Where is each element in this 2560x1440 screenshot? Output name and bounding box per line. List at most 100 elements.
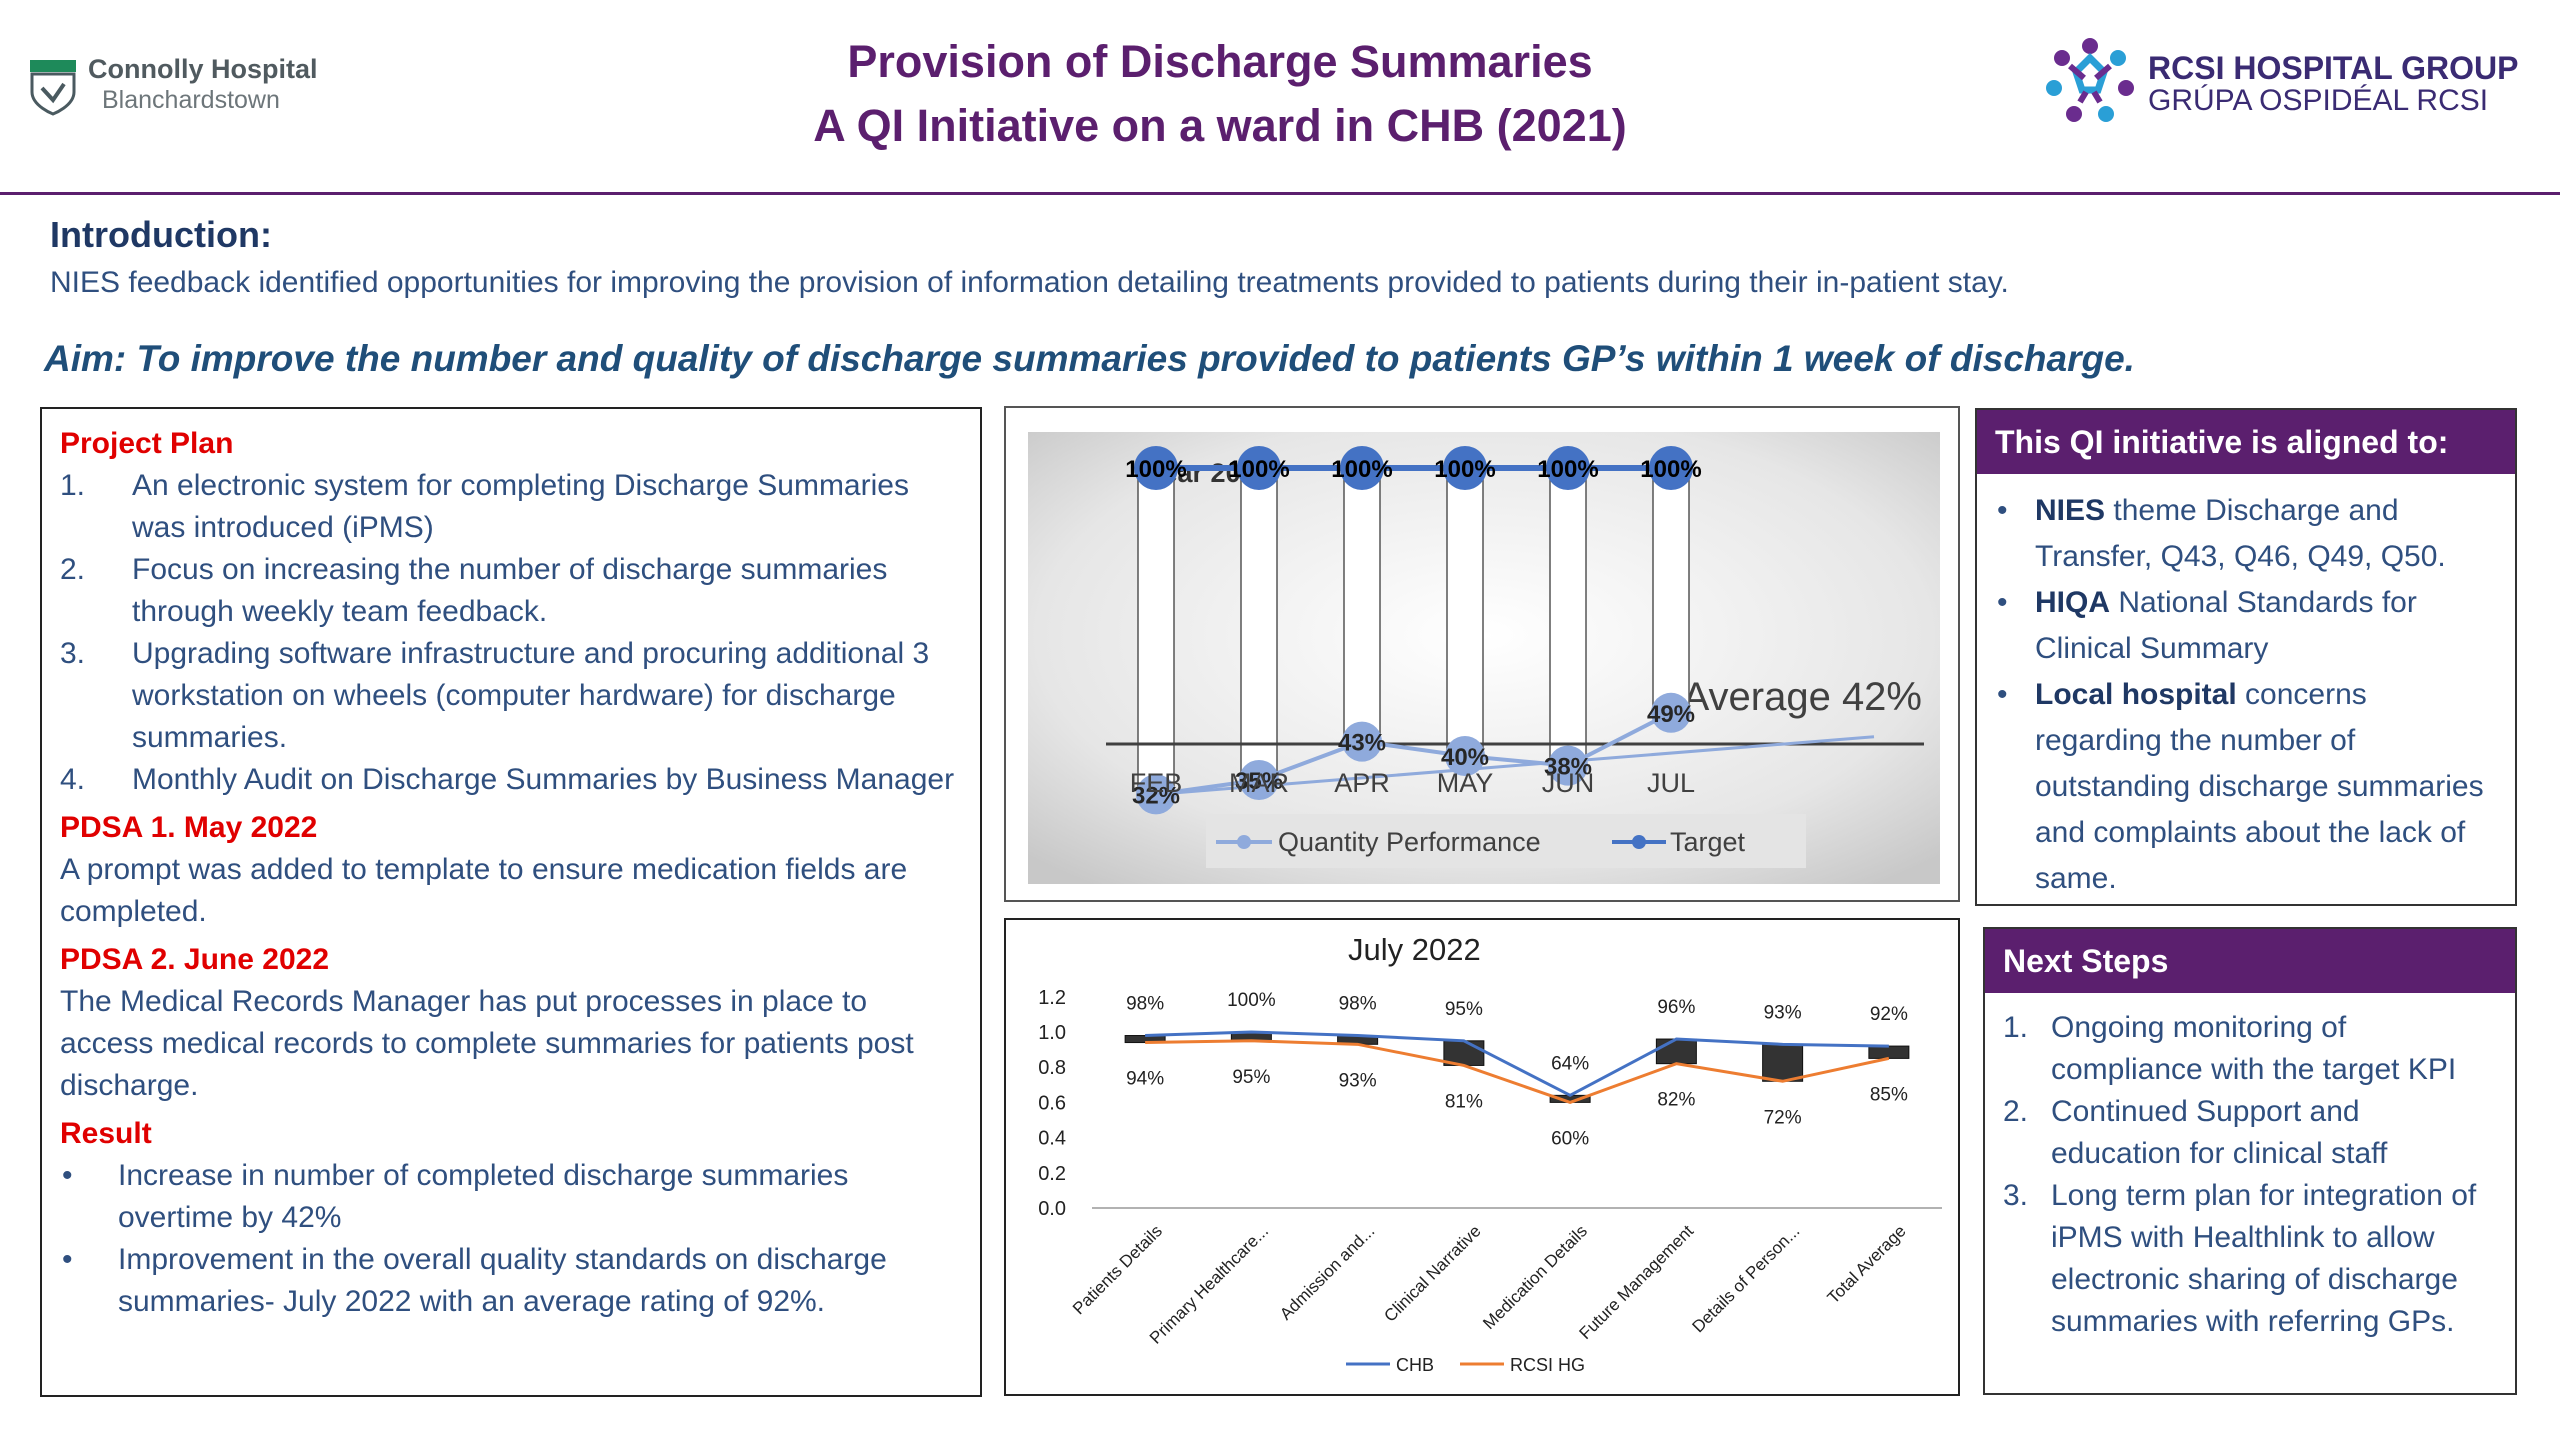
x-tick-label: Details of Person... xyxy=(1688,1221,1803,1336)
data-label-quantity: 49% xyxy=(1647,701,1695,728)
data-label-rcsi-hg: 93% xyxy=(1339,1070,1377,1091)
introduction-text: NIES feedback identified opportunities f… xyxy=(50,266,2009,299)
quality-standards-chart: July 2022 0.0 0.2 0.4 0.6 0.8 1.0 1.2 98% 94% Pat… xyxy=(1038,932,1942,1375)
next-steps-panel: Next Steps 1. Ongoing monitoring of compl… xyxy=(1983,927,2517,1395)
up-down-bar xyxy=(1443,1040,1485,1066)
list-text: An electronic system for completing Disc… xyxy=(132,469,909,544)
group-name-irish: GRÚPA OSPIDÉAL RCSI xyxy=(2148,84,2489,117)
x-tick-label: JUL xyxy=(1647,768,1695,798)
quality-chart-panel: July 2022 0.0 0.2 0.4 0.6 0.8 1.0 1.2 98% 94% Pat… xyxy=(1004,918,1960,1396)
x-tick-label: JUN xyxy=(1542,768,1595,798)
series-line-rcsi-hg xyxy=(1145,1039,1890,1104)
quantity-chart-panel: Year 2022 Average 42% 100% 32% FEB 100% 35% M… xyxy=(1004,406,1960,902)
pdsa2-text: The Medical Records Manager has put proc… xyxy=(60,985,914,1102)
rcsi-figures-icon xyxy=(2046,38,2134,122)
list-text: Long term plan for integration of iPMS w… xyxy=(2051,1179,2477,1338)
chart-title: July 2022 xyxy=(1348,932,1481,967)
data-label-target: 100% xyxy=(1228,456,1289,483)
data-point-quantity xyxy=(1548,745,1588,786)
data-label-quantity: 35% xyxy=(1235,768,1283,795)
x-tick-label: MAR xyxy=(1229,768,1289,798)
data-label-target: 100% xyxy=(1434,456,1495,483)
data-point-target xyxy=(1237,446,1281,490)
data-point-target xyxy=(1649,446,1693,490)
list-number: 2. xyxy=(2003,1095,2029,1128)
result-list: • Increase in number of completed dischar… xyxy=(60,1155,962,1323)
legend-marker-quantity xyxy=(1237,835,1251,849)
data-label-target: 100% xyxy=(1331,456,1392,483)
data-point-target xyxy=(1443,446,1487,490)
data-label-quantity: 43% xyxy=(1338,730,1386,757)
legend-label-quantity: Quantity Performance xyxy=(1278,827,1541,857)
alignment-heading: This QI initiative is aligned to: xyxy=(1977,410,2515,474)
average-annotation: Average 42% xyxy=(1683,675,1922,719)
introduction-heading: Introduction: xyxy=(50,214,272,255)
bullet: • xyxy=(1997,494,2008,527)
y-tick-label: 0.2 xyxy=(1038,1163,1066,1185)
list-item: 3. Long term plan for integration of iPMS… xyxy=(2003,1175,2497,1343)
poster-title: Provision of Discharge Summaries A QI In… xyxy=(620,30,1820,158)
data-label-chb: 64% xyxy=(1551,1053,1589,1074)
x-tick-label: Patients Details xyxy=(1069,1221,1166,1318)
data-label-chb: 98% xyxy=(1126,994,1164,1015)
bullet: • xyxy=(1997,586,2008,619)
legend-label-target: Target xyxy=(1670,827,1746,857)
project-plan-heading: Project Plan xyxy=(60,427,234,460)
list-number: 4. xyxy=(60,763,86,796)
data-point-target xyxy=(1546,446,1590,490)
list-item: • Local hospital concerns regarding the n… xyxy=(1995,672,2497,902)
y-tick-label: 1.2 xyxy=(1038,987,1066,1009)
list-number: 1. xyxy=(60,469,86,502)
data-label-target: 100% xyxy=(1640,456,1701,483)
legend-marker-target xyxy=(1632,835,1646,849)
x-tick-label: Medication Details xyxy=(1479,1221,1591,1333)
x-tick-label: Future Management xyxy=(1576,1221,1698,1343)
list-text: Improvement in the overall quality stand… xyxy=(118,1243,887,1318)
list-text: Upgrading software infrastructure and pr… xyxy=(132,637,930,754)
x-tick-label: Clinical Narrative xyxy=(1380,1221,1484,1325)
pdsa1-heading: PDSA 1. May 2022 xyxy=(60,811,318,844)
list-item: 1. An electronic system for completing Di… xyxy=(60,465,962,549)
data-label-chb: 100% xyxy=(1227,990,1276,1011)
list-bold-text: Local hospital xyxy=(2035,678,2237,711)
drop-bar xyxy=(1652,467,1690,714)
x-tick-label: Total Average xyxy=(1824,1221,1910,1307)
next-steps-heading: Next Steps xyxy=(1985,929,2515,993)
list-item: 3. Upgrading software infrastructure and … xyxy=(60,633,962,759)
pdsa1-text: A prompt was added to template to ensure… xyxy=(60,853,908,928)
bullet: • xyxy=(1997,678,2008,711)
list-bold-text: HIQA xyxy=(2035,586,2110,619)
list-text: Focus on increasing the number of discha… xyxy=(132,553,888,628)
data-point-target xyxy=(1134,446,1178,490)
hospital-location: Blanchardstown xyxy=(102,86,280,114)
list-number: 3. xyxy=(2003,1179,2029,1212)
data-label-rcsi-hg: 82% xyxy=(1657,1090,1695,1111)
group-name-english: RCSI HOSPITAL GROUP xyxy=(2148,50,2519,86)
list-item: 2. Focus on increasing the number of disc… xyxy=(60,549,962,633)
project-panel: Project Plan 1. An electronic system for … xyxy=(40,407,982,1397)
bullet: • xyxy=(62,1243,73,1276)
next-steps-list: 1. Ongoing monitoring of compliance with … xyxy=(2003,1007,2497,1343)
x-tick-label: Admission and... xyxy=(1276,1221,1378,1323)
data-label-chb: 96% xyxy=(1657,997,1695,1018)
x-tick-label: MAY xyxy=(1437,768,1494,798)
data-label-quantity: 32% xyxy=(1132,782,1180,809)
data-label-chb: 98% xyxy=(1339,994,1377,1015)
y-tick-label: 0.4 xyxy=(1038,1128,1066,1150)
title-line-1: Provision of Discharge Summaries xyxy=(847,36,1593,87)
data-label-chb: 93% xyxy=(1764,1002,1802,1023)
bullet: • xyxy=(62,1159,73,1192)
y-tick-label: 0.8 xyxy=(1038,1057,1066,1079)
title-line-2: A QI Initiative on a ward in CHB (2021) xyxy=(813,100,1627,151)
alignment-panel: This QI initiative is aligned to: • NIES … xyxy=(1975,408,2517,906)
list-item: • Increase in number of completed dischar… xyxy=(60,1155,962,1239)
x-tick-label: Primary Healthcare... xyxy=(1146,1221,1272,1347)
alignment-list: • NIES theme Discharge and Transfer, Q43,… xyxy=(1995,488,2497,902)
pdsa2-heading: PDSA 2. June 2022 xyxy=(60,943,330,976)
rcsi-hospital-group-logo: RCSI HOSPITAL GROUP GRÚPA OSPIDÉAL RCSI xyxy=(2040,32,2530,132)
data-point-quantity xyxy=(1136,774,1176,815)
data-point-quantity xyxy=(1239,760,1279,800)
list-bold-text: NIES xyxy=(2035,494,2106,527)
list-text: theme Discharge and Transfer, Q43, Q46, … xyxy=(2035,494,2446,573)
x-tick-label: FEB xyxy=(1130,768,1183,798)
